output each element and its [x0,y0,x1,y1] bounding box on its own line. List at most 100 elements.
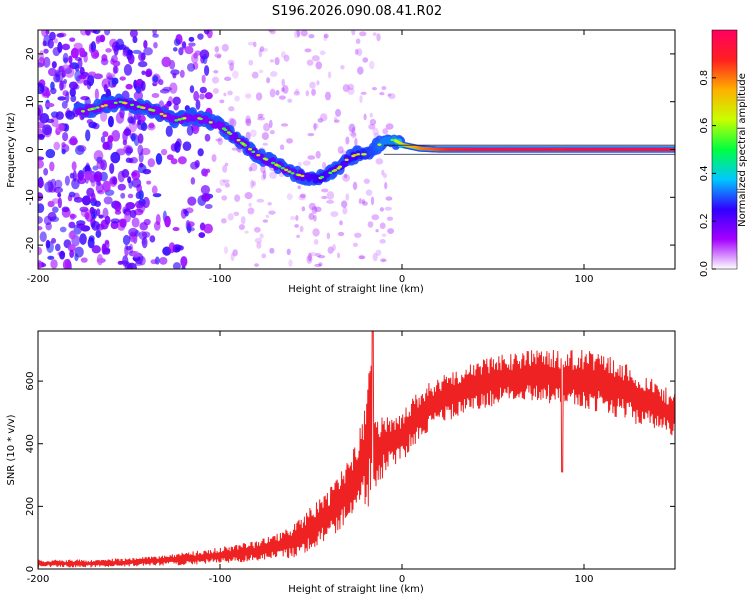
spectral-noise-blob [330,211,339,217]
ridge-core [562,148,566,151]
spectral-noise-blob [62,64,70,70]
spectral-noise-blob [38,82,45,95]
spectral-noise-blob [38,216,43,224]
spectrogram-xtick-label: 0 [399,274,405,285]
spectral-noise-blob [47,211,57,222]
spectral-noise-blob [53,38,58,44]
ridge-core [564,148,568,151]
spectral-noise-blob [384,206,392,211]
spectral-noise-blob [231,147,238,151]
spectral-noise-blob [352,181,358,191]
ridge-core [598,148,602,151]
spectral-noise-blob [164,215,171,228]
spectral-noise-blob [200,184,211,195]
ridge-core [508,148,512,151]
ridge-core [485,148,489,151]
ridge-core [228,132,233,135]
ridge-core [484,148,487,151]
spectral-noise-blob [323,34,328,42]
spectral-noise-blob [299,193,306,199]
spectral-noise-blob [94,88,99,101]
ridge-core [430,147,433,151]
ridge-core [525,148,528,151]
spectral-noise-blob [124,211,132,223]
spectral-noise-blob [262,47,269,52]
ridge-core [300,174,305,178]
ridge-core [136,105,141,108]
spectral-noise-blob [160,148,168,156]
ridge-core [543,148,546,151]
spectral-noise-blob [96,208,101,217]
ridge-core [377,143,382,146]
spectral-noise-blob [95,35,101,45]
spectral-noise-blob [351,127,356,134]
spectral-noise-blob [57,41,63,54]
ridge-core [467,148,471,151]
spectral-noise-blob [335,108,342,117]
spectral-noise-blob [227,59,235,66]
spectral-noise-blob [146,180,152,185]
spectral-noise-blob [311,88,316,96]
spectral-noise-blob [122,130,128,142]
ridge-core [630,148,633,151]
spectral-noise-blob [337,231,345,237]
spectral-noise-blob [300,30,308,37]
spectral-noise-blob [61,148,66,155]
spectral-noise-blob [62,90,69,97]
spectral-noise-blob [128,180,133,189]
spectral-noise-blob [307,132,315,137]
spectral-noise-blob [50,115,59,127]
ridge-core [535,148,538,151]
ridge-core [469,148,473,151]
spectral-noise-blob [371,86,378,91]
spectral-noise-blob [128,227,139,237]
spectral-noise-blob [214,45,220,53]
spectral-noise-blob [145,68,153,77]
spectral-noise-blob [150,259,158,265]
ridge-core [487,148,491,151]
spectral-noise-blob [379,207,385,212]
spectral-noise-blob [297,161,302,167]
spectral-noise-blob [94,200,101,207]
spectral-noise-blob [299,225,304,233]
spectral-noise-blob [69,172,75,179]
spectral-noise-blob [371,214,380,221]
ridge-core [507,148,510,151]
ridge-core [634,148,638,151]
spectral-noise-blob [387,93,392,97]
ridge-core [505,148,509,151]
spectral-noise-blob [354,48,359,55]
spectral-noise-blob [104,30,111,36]
spectral-noise-blob [266,77,271,84]
ridge-core [499,148,502,151]
spectral-noise-blob [365,189,373,196]
ridge-core [607,148,610,151]
ridge-core [431,147,435,151]
spectral-noise-blob [132,49,142,54]
ridge-core [352,153,357,157]
spectral-noise-blob [166,154,174,161]
spectral-noise-blob [248,166,253,172]
ridge-core [477,148,481,151]
ridge-core [328,171,333,175]
spectral-noise-blob [212,87,219,94]
spectral-noise-blob [221,195,228,201]
spectrogram-ylabel: Frequency (Hz) [6,112,17,188]
spectral-noise-blob [286,138,293,144]
spectral-noise-blob [322,162,327,170]
spectral-noise-blob [58,122,66,131]
ridge-core [580,148,584,151]
ridge-core [551,148,554,151]
spectral-noise-blob [340,200,348,208]
spectral-noise-blob [53,73,61,83]
snr-ylabel: SNR (10 * v/v) [6,414,17,485]
spectral-noise-blob [245,115,251,124]
spectral-noise-blob [38,226,43,231]
spectral-noise-blob [79,233,87,245]
spectral-noise-blob [256,241,262,249]
spectral-noise-blob [57,96,67,101]
ridge-core [620,148,623,151]
spectral-noise-blob [244,230,249,234]
spectrogram-content [38,30,675,269]
